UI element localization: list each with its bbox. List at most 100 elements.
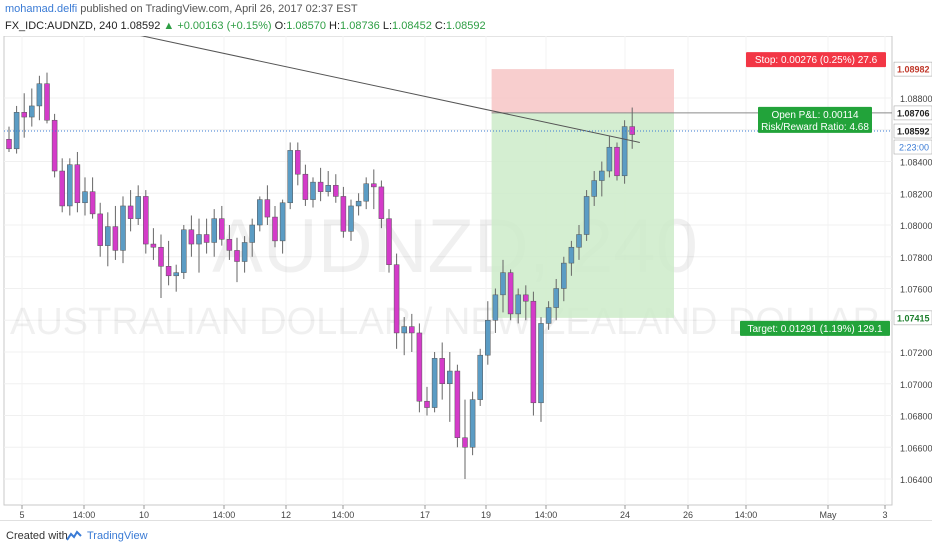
candle-body [241,242,248,262]
candle-body [363,183,369,202]
chart-border [3,36,893,506]
pnl-badge-line: Risk/Reward Ratio: 4.68 [761,122,869,133]
candle-body [249,224,255,243]
candle-body [325,185,331,192]
candle-body [424,400,430,408]
candle-body [348,205,354,232]
candle-body [333,185,339,197]
symbol-label[interactable]: FX_IDC:AUDNZD, 240 [5,20,118,32]
candle-body [454,370,461,438]
candle-body [82,191,88,204]
open-label: O: [274,20,287,32]
close-label: C: [434,20,446,32]
price-tick: 1.08000 [900,221,932,231]
tradingview-link[interactable]: TradingView [87,530,148,542]
candle-body [462,437,468,448]
last-price-label-bg [893,123,932,139]
pnl-badge-line: Open P&L: 0.00114 [771,110,859,121]
candle-body [393,264,400,334]
time-tick: 10 [139,510,149,520]
candle-body [492,294,499,321]
candle-body [477,354,483,400]
candle-body [272,216,278,242]
price-axis[interactable]: 1.06400 1.06600 1.06800 1.07000 1.07200 1.074… [893,61,932,485]
candle-body [287,150,293,204]
up-arrow-icon: ▲ [163,20,175,32]
candle-body [59,170,65,207]
candle-body [105,226,111,246]
candle-body [264,199,271,218]
candle-body [371,183,377,188]
target-price-label: 1.07415 [897,313,930,323]
candle-body [97,213,103,246]
position-zones [491,69,892,318]
price-tick: 1.06400 [900,475,932,485]
countdown-label: 2:23:00 [899,143,929,153]
candle-body [211,218,217,243]
candle-body [545,307,552,324]
high-value: 1.08736 [340,20,380,32]
candle-body [44,83,50,121]
candle-body [561,262,567,289]
candle-body [386,218,392,265]
candle-body [219,218,225,240]
tradingview-logo-icon [66,530,82,541]
author-link[interactable]: mohamad.delfi [5,3,78,15]
candle-body [431,358,438,408]
candle-body [538,323,544,404]
price-tick: 1.07000 [900,380,932,390]
candle-body [378,186,385,219]
open-value: 1.08570 [286,20,326,32]
candle-body [310,181,316,200]
candle-body [120,205,126,251]
candle-body [302,173,309,200]
price-tick: 1.06600 [900,443,932,453]
price-tick: 1.08200 [900,189,932,199]
last-price-label: 1.08592 [897,127,930,137]
stop-badge-bg [746,52,886,68]
pnl-badge-bg [758,106,872,133]
last-price: 1.08592 [120,20,161,32]
candle-body [530,300,537,404]
publish-info: published on TradingView.com, April 26, … [80,3,358,15]
candle-body [583,196,590,235]
candle-body [203,234,210,243]
price-chart[interactable]: AUDNZD, 240 AUSTRALIAN DOLLAR / NEW ZEAL… [0,36,932,520]
candle-body [507,272,514,315]
candle-body [135,196,141,219]
watermark-name: AUSTRALIAN DOLLAR / NEW ZEALAND DOLLAR [10,301,880,343]
candle-body [355,200,362,207]
candle-body [606,146,613,172]
candle-body [591,180,597,197]
candle-body [67,164,73,207]
created-with: Created with [6,530,68,542]
position-badges: Stop: 0.00276 (0.25%) 27.6 Open P&L: 0.00… [740,52,890,336]
trendline [140,36,640,143]
candle-body [295,150,301,175]
countdown-bg [893,139,932,155]
candle-body [150,243,157,248]
close-value: 1.08592 [445,20,486,32]
time-tick: 17 [420,510,430,520]
candle-body [127,205,134,219]
candle-body [447,370,453,384]
candle-body [6,139,12,150]
time-tick: 14:00 [213,510,236,520]
stop-badge: Stop: 0.00276 (0.25%) 27.6 [755,55,878,66]
time-tick: 19 [481,510,491,520]
time-tick: 14:00 [73,510,96,520]
candle-body [143,196,149,245]
target-badge-bg [740,320,890,336]
candle-body [165,266,172,277]
entry-price-label: 1.08706 [897,108,930,118]
candle-body [181,229,187,273]
time-axis[interactable]: 5 14:00 10 14:00 12 14:00 17 19 14:00 24 26 14:00 Ma… [19,505,888,520]
candle-body [401,326,407,334]
price-tick: 1.07600 [900,285,932,295]
ohlc-line: FX_IDC:AUDNZD, 240 1.08592 ▲ +0.00163 (+… [5,20,486,32]
candles [6,72,635,479]
price-change: +0.00163 (+0.15%) [177,20,272,32]
candle-body [74,164,81,204]
low-value: 1.08452 [392,20,432,32]
entry-price-label-bg [893,105,932,121]
